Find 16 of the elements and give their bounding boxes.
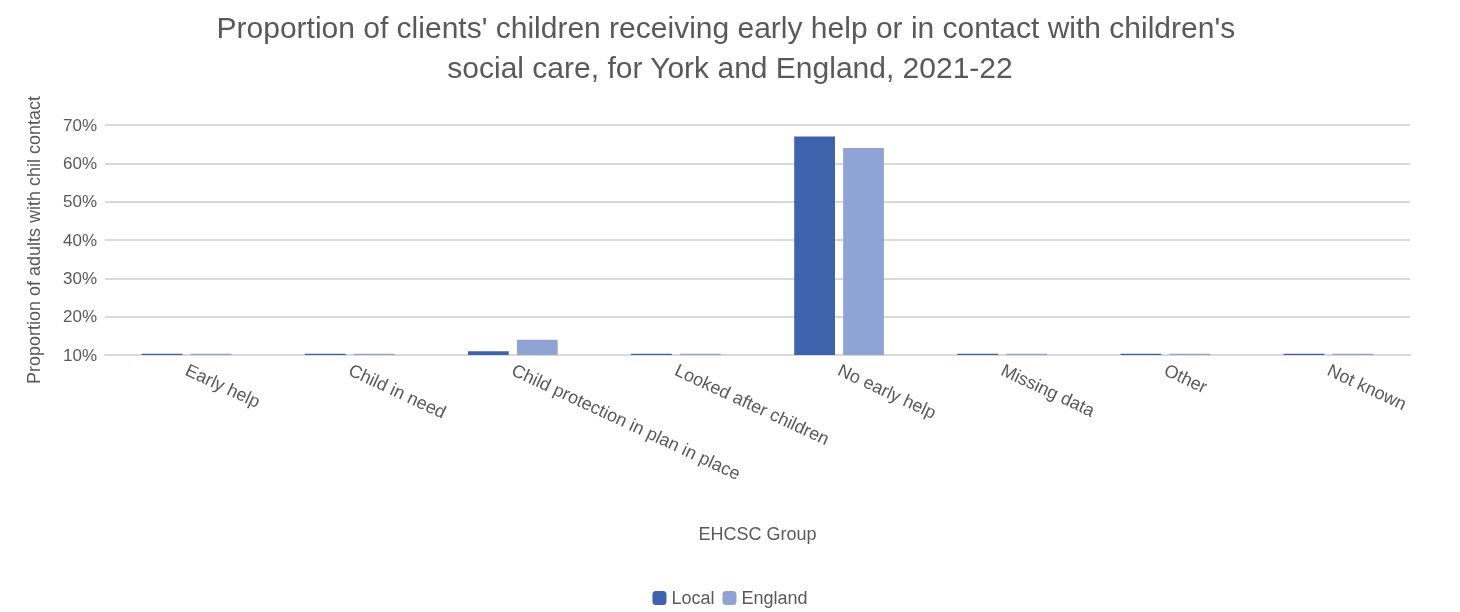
y-tick-label: 40%	[62, 230, 97, 250]
y-tick-label: 60%	[62, 153, 97, 173]
x-tick-label: Early help	[182, 359, 264, 412]
x-tick-label: Child in need	[345, 359, 450, 423]
legend-label: England	[741, 588, 808, 608]
y-tick-label: 70%	[62, 115, 97, 135]
y-tick-label: 50%	[62, 192, 97, 212]
legend-label: Local	[671, 588, 715, 608]
y-tick-label: 30%	[62, 268, 97, 288]
x-tick-label: No early help	[834, 359, 940, 423]
x-axis-title: EHCSC Group	[698, 524, 817, 544]
chart-title: Proportion of clients' children receiving early help or in contact with children's social care, for York and England, 2021-22	[216, 10, 1244, 84]
x-tick-label: Other	[1161, 359, 1211, 398]
y-axis-title: Proportion of adults with chil contact	[24, 95, 44, 385]
y-tick-label: 10%	[62, 345, 97, 365]
y-tick-label: 20%	[62, 307, 97, 327]
